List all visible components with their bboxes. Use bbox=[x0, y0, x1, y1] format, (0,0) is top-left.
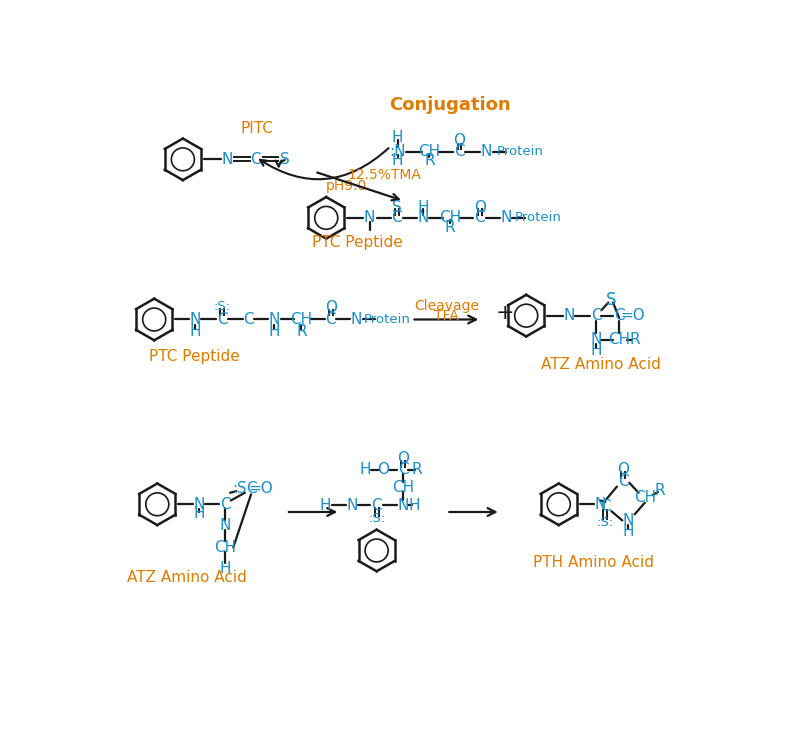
Text: N: N bbox=[220, 518, 231, 534]
Text: CH: CH bbox=[439, 211, 461, 225]
Text: R: R bbox=[629, 332, 639, 347]
Text: C: C bbox=[246, 482, 256, 496]
Text: C: C bbox=[325, 312, 336, 327]
Text: R: R bbox=[411, 462, 422, 477]
Text: C: C bbox=[397, 462, 408, 477]
Text: H: H bbox=[392, 154, 403, 168]
Text: C: C bbox=[590, 308, 600, 323]
Text: C: C bbox=[371, 498, 381, 512]
Text: :S̈: :S̈ bbox=[232, 482, 247, 496]
Text: N: N bbox=[397, 498, 408, 512]
Text: C: C bbox=[220, 497, 230, 512]
Text: R: R bbox=[296, 324, 307, 338]
Text: C: C bbox=[599, 499, 610, 514]
Text: Cleavage: Cleavage bbox=[414, 299, 478, 313]
Text: N: N bbox=[590, 332, 601, 347]
Text: +: + bbox=[495, 303, 513, 323]
Text: C: C bbox=[250, 152, 260, 167]
Text: PTH Amino Acid: PTH Amino Acid bbox=[533, 555, 654, 569]
Text: PITC: PITC bbox=[240, 121, 272, 136]
Text: N: N bbox=[480, 144, 491, 159]
Text: =O: =O bbox=[248, 482, 273, 496]
Text: pH9.0: pH9.0 bbox=[326, 178, 367, 192]
Text: :S:: :S: bbox=[596, 515, 613, 529]
Text: :S:: :S: bbox=[213, 300, 230, 313]
Text: N: N bbox=[363, 211, 375, 225]
Text: N: N bbox=[189, 312, 200, 327]
Text: CH: CH bbox=[392, 480, 414, 495]
Text: N: N bbox=[345, 498, 357, 512]
Text: O: O bbox=[616, 462, 629, 477]
Text: H: H bbox=[590, 343, 601, 357]
Text: :S:: :S: bbox=[367, 512, 384, 525]
Text: O: O bbox=[397, 451, 409, 466]
Text: C: C bbox=[617, 474, 628, 489]
Text: PTC Peptide: PTC Peptide bbox=[311, 235, 402, 250]
Text: 12.5%TMA: 12.5%TMA bbox=[347, 167, 421, 182]
Text: H: H bbox=[193, 506, 204, 521]
Text: PTC Peptide: PTC Peptide bbox=[149, 349, 239, 364]
Text: N: N bbox=[622, 513, 633, 528]
Text: N: N bbox=[500, 211, 511, 225]
Text: H: H bbox=[220, 561, 231, 577]
Text: N: N bbox=[563, 308, 574, 323]
Text: CH: CH bbox=[290, 312, 312, 327]
Text: H: H bbox=[320, 498, 331, 512]
Text: H: H bbox=[392, 129, 403, 145]
Text: N: N bbox=[221, 152, 233, 167]
Text: TFA: TFA bbox=[433, 308, 458, 322]
Text: =O: =O bbox=[620, 308, 644, 323]
Text: H: H bbox=[358, 462, 371, 477]
Text: H: H bbox=[268, 324, 280, 338]
Text: C: C bbox=[217, 312, 227, 327]
Text: C: C bbox=[453, 144, 464, 159]
Text: S: S bbox=[279, 152, 289, 167]
Text: CH: CH bbox=[607, 332, 629, 347]
Text: O: O bbox=[376, 462, 388, 477]
Text: O: O bbox=[473, 200, 485, 215]
Text: H: H bbox=[622, 523, 633, 539]
Text: N: N bbox=[268, 312, 280, 327]
Text: CH: CH bbox=[418, 144, 440, 159]
Text: N: N bbox=[193, 497, 204, 512]
Text: C: C bbox=[474, 211, 484, 225]
Text: H: H bbox=[189, 324, 201, 338]
Text: N: N bbox=[350, 312, 362, 327]
Text: N: N bbox=[417, 211, 428, 225]
Text: R: R bbox=[423, 154, 434, 168]
Text: H: H bbox=[417, 200, 428, 215]
Text: CH: CH bbox=[633, 490, 655, 505]
Text: R: R bbox=[654, 483, 664, 498]
Text: S: S bbox=[392, 200, 401, 215]
Text: ATZ Amino Acid: ATZ Amino Acid bbox=[541, 357, 660, 371]
Text: :N: :N bbox=[388, 144, 406, 159]
Text: O: O bbox=[453, 133, 465, 148]
Text: C: C bbox=[613, 308, 624, 323]
Text: H: H bbox=[408, 498, 419, 512]
Text: S̈: S̈ bbox=[606, 291, 616, 309]
Text: Protein: Protein bbox=[514, 211, 561, 224]
Text: N: N bbox=[594, 497, 605, 512]
Text: Protein: Protein bbox=[363, 313, 410, 326]
Text: ATZ Amino Acid: ATZ Amino Acid bbox=[127, 570, 247, 585]
Text: Protein: Protein bbox=[496, 145, 543, 158]
Text: Conjugation: Conjugation bbox=[389, 96, 510, 115]
Text: O: O bbox=[324, 300, 337, 316]
Text: C: C bbox=[391, 211, 401, 225]
Text: CH: CH bbox=[214, 540, 236, 555]
Text: R: R bbox=[444, 220, 455, 235]
Text: C: C bbox=[243, 312, 254, 327]
